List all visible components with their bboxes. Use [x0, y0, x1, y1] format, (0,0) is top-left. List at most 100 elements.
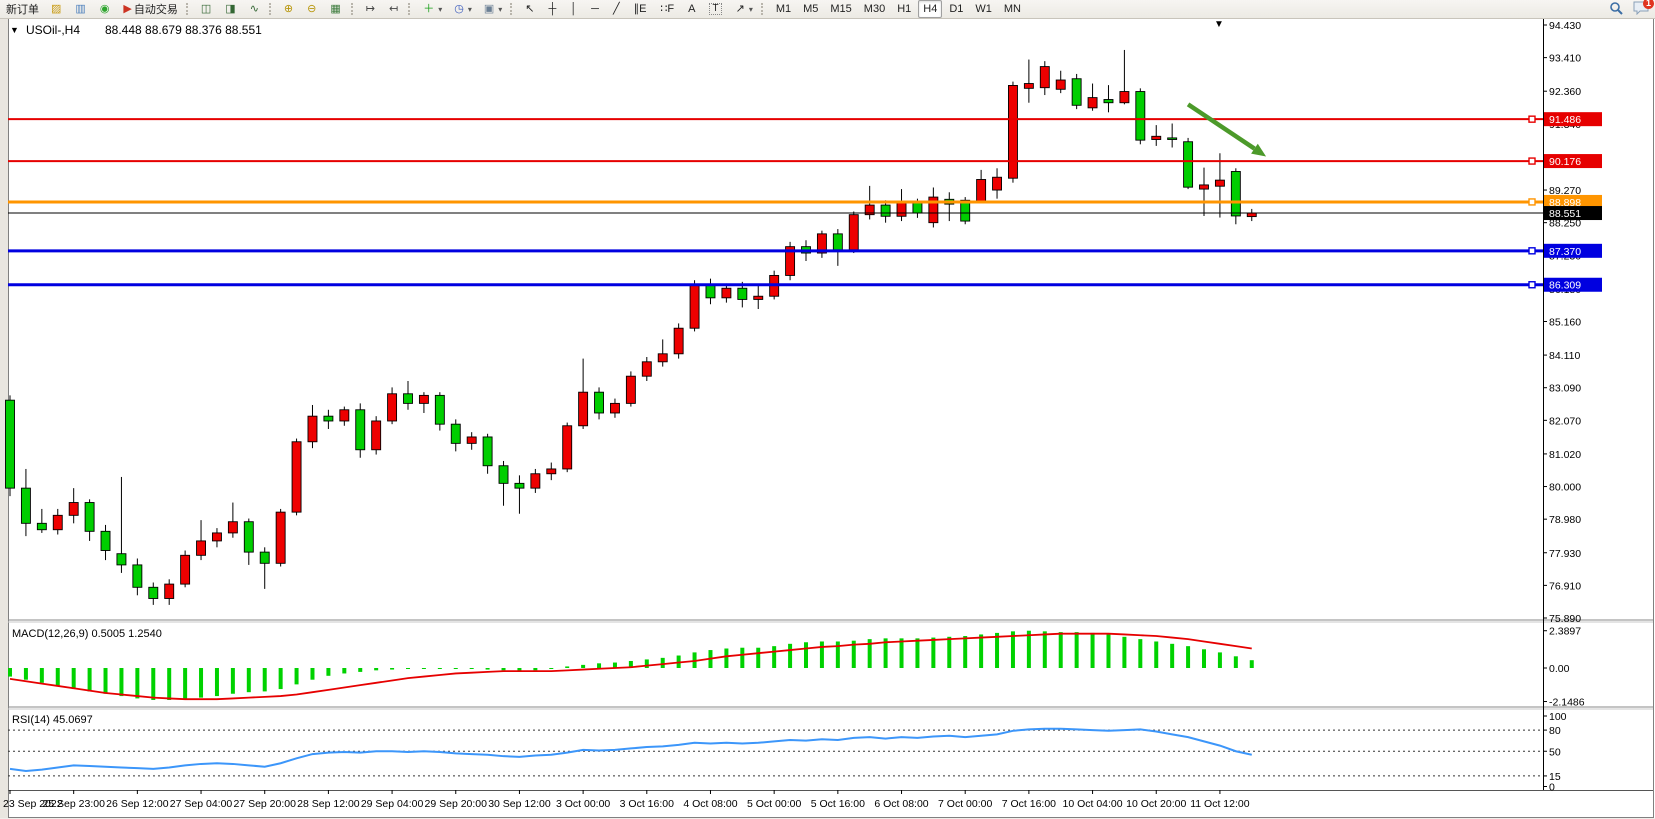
date-tick-label: 27 Sep 04:00	[170, 798, 233, 810]
cursor-icon: ↖	[525, 3, 535, 15]
macd-bar	[87, 668, 92, 692]
toolbar-grip[interactable]	[185, 3, 193, 15]
candle	[1183, 137, 1194, 190]
macd-bar	[628, 660, 633, 668]
tf-h4-label: H4	[923, 3, 938, 15]
macd-bar	[947, 636, 952, 668]
macd-bar	[724, 648, 729, 668]
macd-label: MACD(12,26,9) 0.5005 1.2540	[12, 628, 162, 640]
macd-bar	[1122, 636, 1127, 668]
market-watch-icon[interactable]: ▥	[70, 0, 92, 18]
toolbar-grip[interactable]	[350, 3, 358, 15]
line-handle[interactable]	[1528, 115, 1536, 123]
profiles-icon: ▨	[51, 3, 62, 15]
date-tick-label: 3 Oct 00:00	[556, 798, 610, 810]
tf-m15[interactable]: M15	[825, 0, 856, 18]
macd-bar	[501, 668, 506, 671]
toolbar-grip[interactable]	[510, 3, 517, 15]
chat-icon[interactable]: 1	[1633, 0, 1654, 18]
line-handle[interactable]	[1528, 247, 1536, 255]
zoom-out-icon[interactable]: ⊖	[302, 0, 323, 18]
tf-h4[interactable]: H4	[918, 0, 943, 18]
search-icon[interactable]	[1609, 1, 1623, 18]
arrows-icon[interactable]: ↗ ▾	[731, 0, 758, 18]
macd-bar	[804, 642, 808, 668]
macd-bar	[1010, 631, 1015, 668]
trendline-icon[interactable]: ╱	[608, 0, 627, 18]
horizontal-line-icon[interactable]: ─	[586, 0, 606, 18]
collapse-icon[interactable]: ▼	[10, 25, 19, 35]
chevron-down-icon[interactable]: ▾	[438, 4, 443, 14]
toolbar-group-timeframes: M1 M5 M15 M30 H1 H4 D1 W1 MN	[770, 0, 1027, 18]
toolbar-grip[interactable]	[268, 3, 276, 15]
new-order-button[interactable]: 新订单	[1, 0, 44, 18]
line-chart-icon[interactable]: ∿	[245, 0, 266, 18]
line-chart-icon: ∿	[249, 3, 259, 15]
macd-bar	[374, 668, 379, 671]
tile-windows-icon[interactable]: ▦	[325, 0, 347, 18]
templates-icon[interactable]: ▣ ▾	[479, 0, 507, 18]
macd-bar	[772, 646, 777, 668]
tf-h1[interactable]: H1	[892, 0, 916, 18]
crosshair-icon[interactable]: ┼	[543, 0, 563, 18]
price-tick-label: 89.270	[1549, 185, 1581, 197]
text-icon[interactable]: A	[683, 0, 702, 18]
macd-bar	[979, 634, 984, 668]
bar-chart-icon[interactable]: ◫	[196, 0, 218, 18]
toolbar-group-draw: ↖ ┼ │ ─ ╱ ∥E ∷F A T ↗ ▾	[519, 0, 759, 18]
macd-bar	[278, 668, 283, 690]
equidistant-channel-icon[interactable]: ∥E	[629, 0, 654, 18]
macd-bar	[214, 668, 219, 697]
chevron-down-icon[interactable]: ▾	[498, 4, 503, 14]
price-tick-label: 88.250	[1549, 218, 1581, 230]
candle	[466, 432, 477, 450]
macd-bar	[230, 668, 235, 694]
tf-d1[interactable]: D1	[944, 0, 968, 18]
candlestick-chart-icon[interactable]: ◨	[220, 0, 242, 18]
cursor-icon[interactable]: ↖	[520, 0, 541, 18]
tf-m1[interactable]: M1	[771, 0, 796, 18]
tf-w1[interactable]: W1	[970, 0, 997, 18]
candle	[1087, 83, 1098, 111]
profiles-icon[interactable]: ▨	[46, 0, 68, 18]
zoom-in-icon[interactable]: ⊕	[279, 0, 300, 18]
line-handle[interactable]	[1528, 198, 1536, 206]
periods-icon[interactable]: ◷ ▾	[449, 0, 477, 18]
line-handle[interactable]	[1528, 281, 1536, 289]
price-tick-label: 93.410	[1549, 53, 1581, 65]
macd-bar	[23, 668, 28, 680]
trendline-icon: ╱	[612, 3, 620, 15]
fibonacci-icon[interactable]: ∷F	[655, 0, 681, 18]
tf-mn[interactable]: MN	[999, 0, 1026, 18]
text-label-icon[interactable]: T	[704, 0, 728, 18]
autotrading-button[interactable]: ▶ 自动交易	[118, 0, 182, 18]
line-handle[interactable]	[1528, 157, 1536, 165]
macd-bar	[995, 632, 1000, 668]
chevron-down-icon[interactable]: ▾	[748, 4, 753, 14]
tf-m30[interactable]: M30	[859, 0, 890, 18]
signals-icon[interactable]: ◉	[95, 0, 117, 18]
macd-bar	[788, 643, 793, 668]
candle	[816, 230, 827, 258]
chevron-down-icon[interactable]: ▾	[467, 4, 472, 14]
macd-bar	[963, 636, 968, 668]
macd-bar	[406, 668, 410, 669]
toolbar-grip[interactable]	[408, 3, 415, 15]
toolbar-grip[interactable]	[760, 3, 768, 15]
macd-bar	[660, 657, 665, 668]
zoom-in-icon: ⊕	[283, 3, 294, 15]
tf-m5[interactable]: M5	[798, 0, 823, 18]
macd-bar	[326, 668, 331, 676]
trend-arrow[interactable]	[1186, 102, 1267, 157]
macd-bar	[612, 662, 617, 668]
macd-bar	[915, 638, 920, 668]
chart-shift-icon[interactable]: ↤	[384, 0, 405, 18]
candle	[227, 502, 238, 538]
price-badge	[1544, 112, 1602, 127]
macd-bar	[931, 637, 936, 668]
vertical-line-icon[interactable]: │	[565, 0, 584, 18]
indicators-icon[interactable]: ＋ ▾	[418, 0, 447, 18]
auto-scroll-icon[interactable]: ↦	[361, 0, 382, 18]
